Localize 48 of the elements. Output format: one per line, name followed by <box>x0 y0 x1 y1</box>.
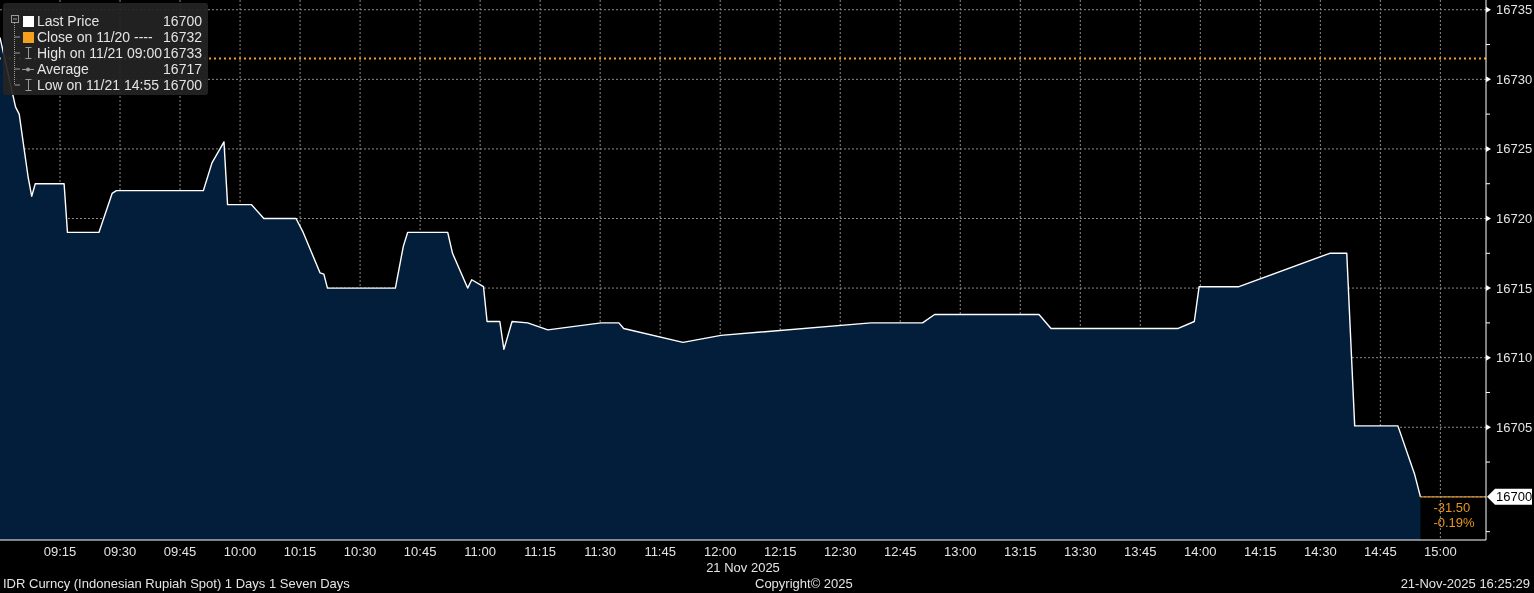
annotation: 16733 <box>163 45 202 61</box>
y-tick-label: 16710 <box>1496 350 1533 366</box>
x-tick-label: 14:00 <box>1184 544 1217 559</box>
annotation: 16717 <box>163 61 202 77</box>
x-tick-label: 10:00 <box>223 544 257 559</box>
y-tick-label: 16725 <box>1496 141 1533 157</box>
x-tick-label: 12:15 <box>763 544 797 559</box>
x-tick-label: 11:00 <box>464 544 496 559</box>
x-tick-label: 12:30 <box>823 544 857 559</box>
x-tick-label: 10:15 <box>283 544 317 559</box>
annotation: Average <box>37 61 89 77</box>
text: Copyright© 2025 <box>755 576 853 591</box>
annotation: 16732 <box>163 29 202 45</box>
x-tick-label: 14:15 <box>1244 544 1277 559</box>
x-tick-label: 11:30 <box>584 544 616 559</box>
x-tick-label: 14:30 <box>1304 544 1337 559</box>
annotation: Low on 11/21 14:55 <box>37 77 159 93</box>
legend-label: Last Price <box>37 13 100 29</box>
x-axis-title: 21 Nov 2025 <box>706 560 780 575</box>
x-tick-label: 14:45 <box>1364 544 1397 559</box>
x-tick-label: 13:00 <box>943 544 977 559</box>
x-tick-label: 09:45 <box>163 544 197 559</box>
x-tick-label: 11:45 <box>644 544 676 559</box>
y-tick-label: 16730 <box>1496 71 1533 87</box>
x-tick-label: 10:30 <box>343 544 377 559</box>
y-tick-label: 16715 <box>1496 280 1533 296</box>
x-tick-label: 12:00 <box>703 544 737 559</box>
annotation: -31.50 <box>1433 499 1471 515</box>
text: IDR Curncy (Indonesian Rupiah Spot) 1 Days 1 Seven Days <box>3 576 350 591</box>
annotation: -0.19% <box>1433 514 1476 530</box>
annotation: 16700 <box>163 77 202 93</box>
y-tick-label: 16720 <box>1496 211 1533 227</box>
x-tick-label: 13:45 <box>1124 544 1157 559</box>
legend-label: Close on 11/20 ---- <box>37 29 153 45</box>
y-tick-label: 16700 <box>1496 489 1533 505</box>
x-tick-label: 09:15 <box>43 544 77 559</box>
x-tick-label: 12:45 <box>883 544 917 559</box>
text: 21-Nov-2025 16:25:29 <box>1400 576 1530 591</box>
x-tick-label: 11:15 <box>524 544 556 559</box>
x-tick-label: 13:15 <box>1004 544 1037 559</box>
y-tick-label: 16735 <box>1496 2 1533 18</box>
x-tick-label: 15:00 <box>1424 544 1457 559</box>
annotation: 16700 <box>163 13 202 29</box>
x-tick-label: 10:45 <box>403 544 437 559</box>
annotation: High on 11/21 09:00 <box>37 45 163 61</box>
y-tick-label: 16705 <box>1496 419 1533 435</box>
x-tick-label: 09:30 <box>103 544 137 559</box>
x-tick-label: 13:30 <box>1064 544 1097 559</box>
